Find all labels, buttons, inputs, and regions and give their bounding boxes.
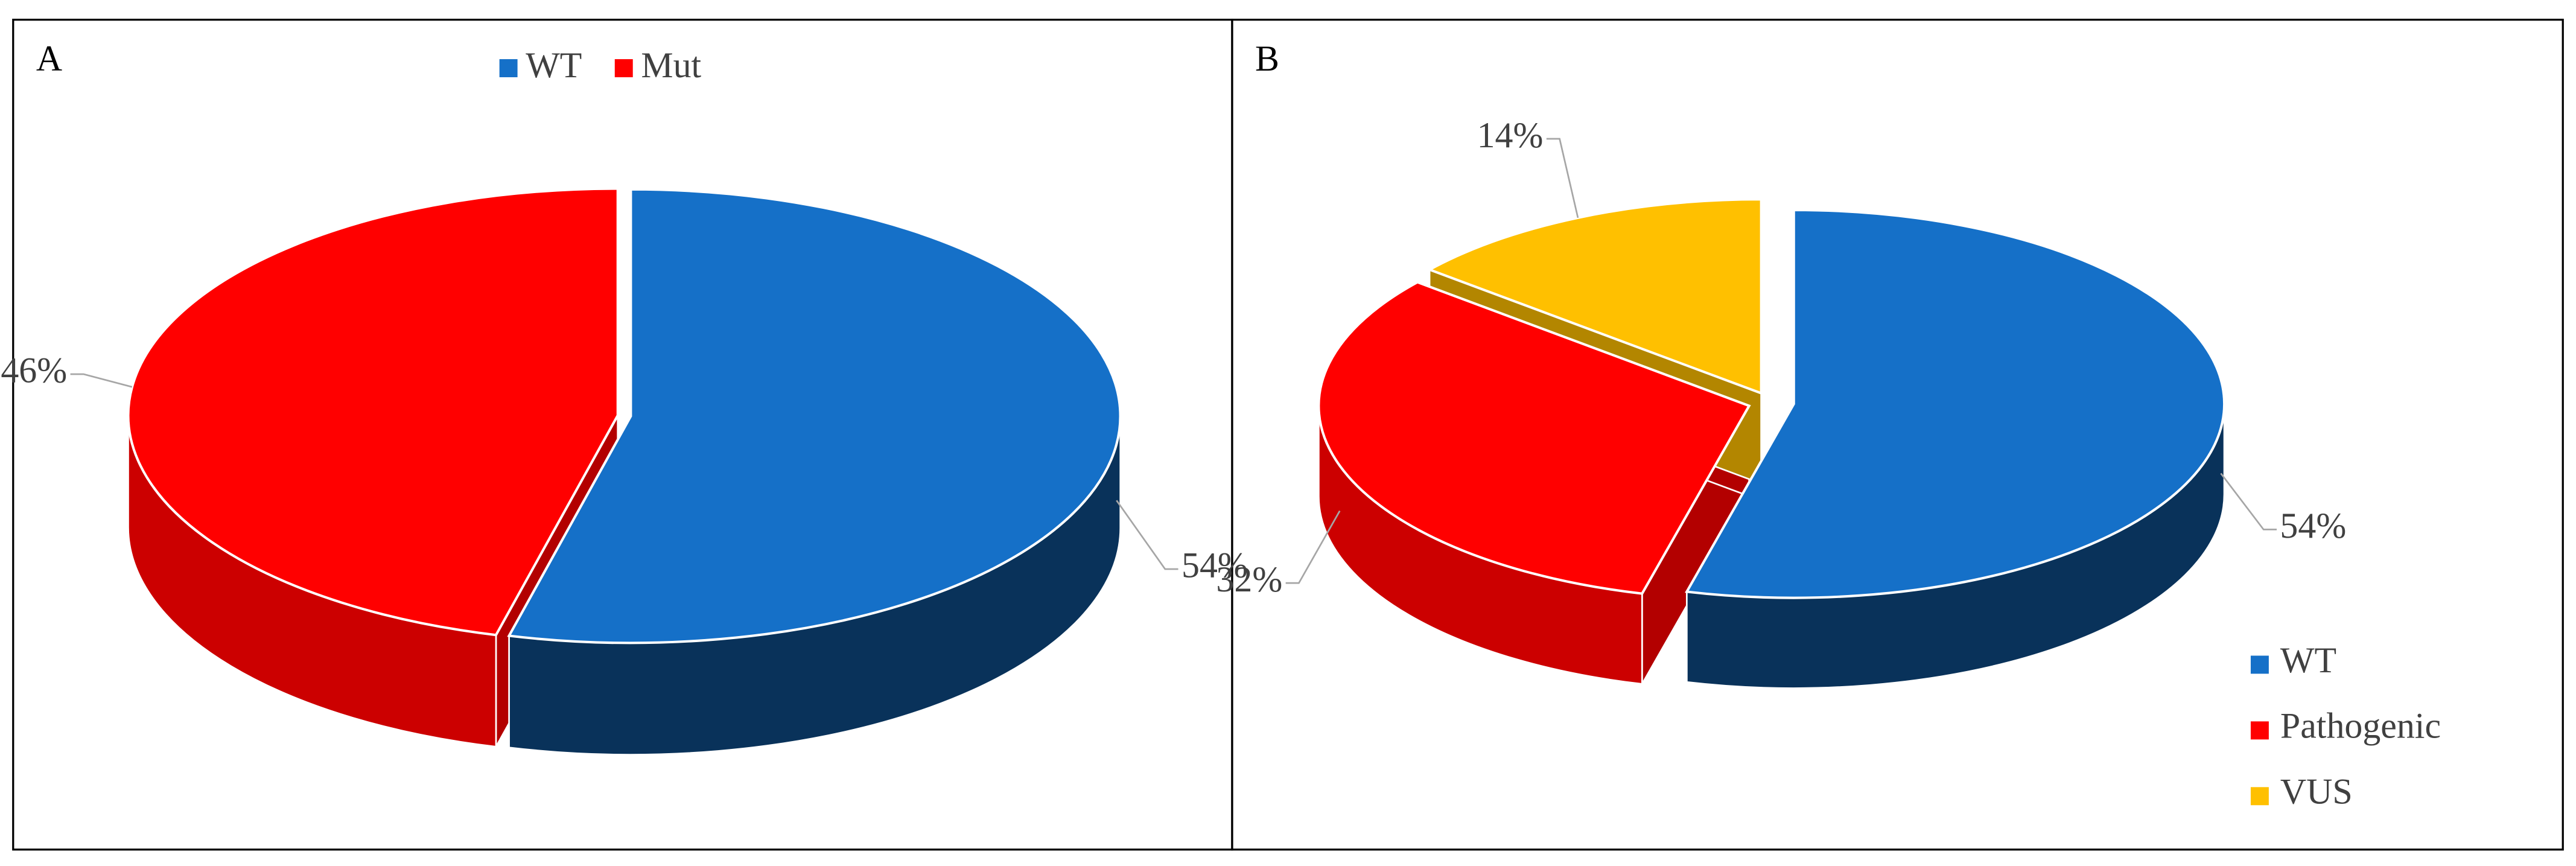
slice xyxy=(1685,208,2226,599)
legend-swatch xyxy=(614,59,633,77)
data-label: 14% xyxy=(1477,115,1544,155)
slice xyxy=(507,188,1122,645)
data-label: 54% xyxy=(2280,506,2346,546)
panel-label: A xyxy=(36,39,62,78)
legend-label: Pathogenic xyxy=(2280,706,2441,746)
panel-frame xyxy=(1231,19,2564,851)
legend-swatch xyxy=(2250,787,2269,806)
panel-label: B xyxy=(1255,39,1279,78)
legend-label: WT xyxy=(526,45,582,85)
legend-label: WT xyxy=(2280,640,2336,680)
leader-line xyxy=(70,373,133,388)
leader-line xyxy=(1116,500,1178,570)
legend-label: Mut xyxy=(641,45,701,85)
legend-swatch xyxy=(499,59,518,77)
legend-swatch xyxy=(2250,721,2269,740)
data-label: 46% xyxy=(1,351,67,390)
data-label: 54% xyxy=(1181,546,1248,585)
leader-line xyxy=(2220,473,2277,530)
leader-line xyxy=(1285,510,1341,584)
slice xyxy=(1426,198,1763,395)
leader-line xyxy=(1546,138,1579,218)
data-label: 32% xyxy=(1216,559,1282,599)
slice xyxy=(127,187,619,637)
legend-label: VUS xyxy=(2280,772,2353,812)
legend-swatch xyxy=(2250,655,2269,674)
slice xyxy=(1317,281,1751,595)
